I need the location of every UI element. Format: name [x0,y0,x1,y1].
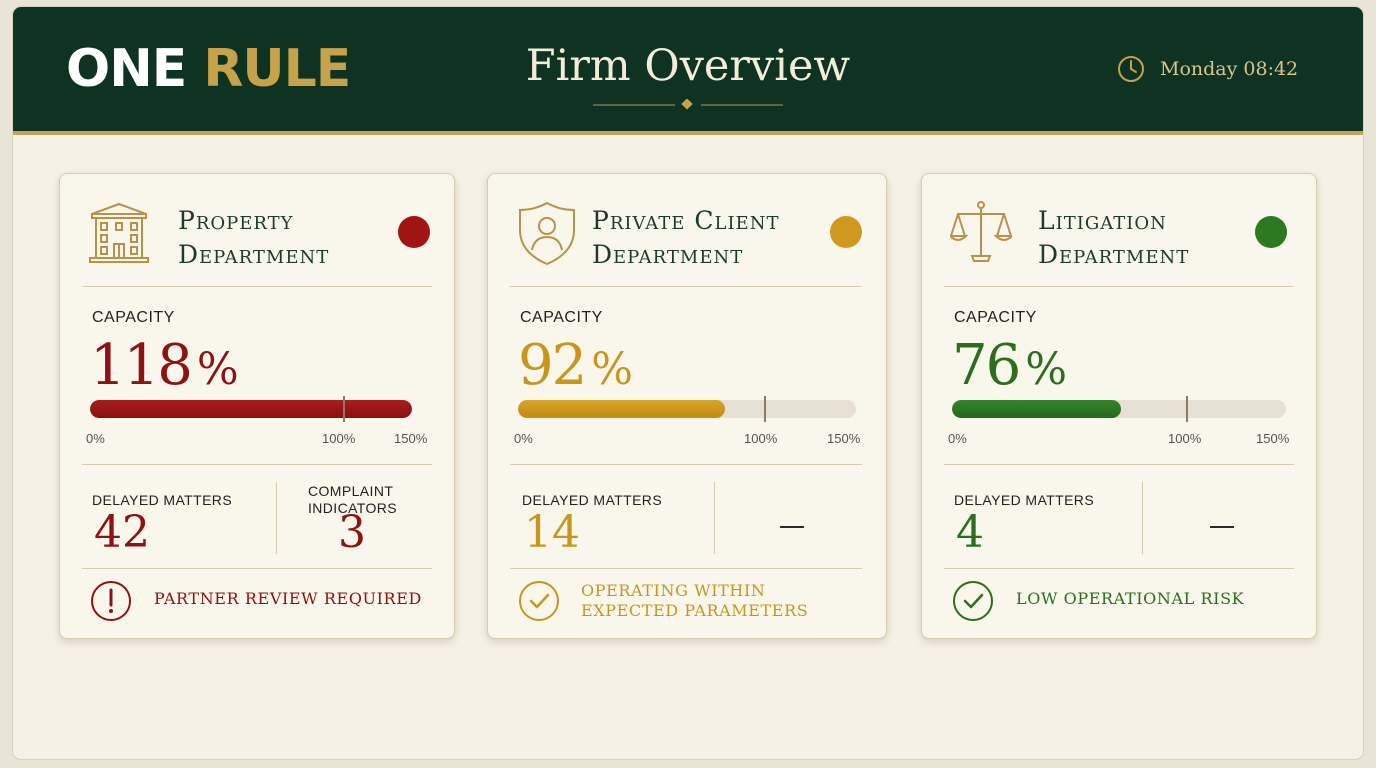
empty-stat-dash [780,526,804,528]
complaint-label-line1: COMPLAINT [308,483,394,499]
capacity-percent-sign: % [591,344,634,395]
capacity-bar [952,400,1286,418]
status-line1: PARTNER REVIEW REQUIRED [154,589,422,608]
status-line1: LOW OPERATIONAL RISK [1016,589,1245,608]
delayed-matters-label: DELAYED MATTERS [522,492,663,508]
logo-word-one: ONE [66,39,187,99]
capacity-label: CAPACITY [954,309,1037,326]
divider [510,286,862,287]
delayed-matters-label: DELAYED MATTERS [954,492,1095,508]
stat-separator [1142,482,1143,554]
capacity-number: 92 [518,333,587,398]
status-dot [1255,216,1287,248]
capacity-100-marker [343,396,345,422]
clock-icon [1118,56,1144,82]
capacity-bar-fill [518,400,725,418]
status-line1: OPERATING WITHIN [581,581,766,600]
empty-stat-dash [1210,526,1234,528]
department-card-property[interactable]: Property Department CAPACITY 118% 0% 100… [59,173,455,639]
delayed-matters-label: DELAYED MATTERS [92,492,233,508]
capacity-bar-fill [952,400,1121,418]
shield-person-icon [519,201,575,266]
scale-label-max: 150% [827,431,861,446]
capacity-label: CAPACITY [520,309,603,326]
department-name-line2: Department [178,240,330,269]
scale-label-max: 150% [394,431,428,446]
datetime-text: Monday 08:42 [1160,58,1299,80]
scale-label-min: 0% [948,431,967,446]
page-title: Firm Overview [525,41,851,91]
department-name-line2: Department [1038,240,1190,269]
capacity-percent-sign: % [1025,344,1068,395]
complaint-label-line2: INDICATORS [308,500,398,516]
capacity-number: 76 [952,333,1021,398]
capacity-bar [90,400,412,418]
status-dot [830,216,862,248]
building-icon [89,202,149,263]
header-bar: ONE RULE Firm Overview Monday 08:42 [13,7,1363,135]
divider [944,286,1294,287]
check-circle-icon [519,581,559,621]
capacity-100-marker [764,396,766,422]
status-message: LOW OPERATIONAL RISK [1016,589,1244,609]
capacity-value: 92% [518,334,633,402]
department-name: Property Department [178,204,329,272]
scale-label-100: 100% [744,431,778,446]
capacity-bar-fill [90,400,412,418]
check-circle-icon [953,581,993,621]
department-name: Litigation Department [1038,204,1189,272]
complaint-indicators-label: COMPLAINT INDICATORS [308,483,397,517]
status-message: OPERATING WITHIN EXPECTED PARAMETERS [581,581,808,621]
stat-separator [714,482,715,554]
logo-word-rule: RULE [203,39,351,99]
divider [944,464,1294,465]
department-name-line2: Department [592,240,744,269]
scale-label-100: 100% [322,431,356,446]
status-line2: EXPECTED PARAMETERS [581,601,809,620]
stat-separator [276,482,277,554]
divider [82,464,432,465]
delayed-matters-value: 42 [94,507,150,558]
scale-label-max: 150% [1256,431,1290,446]
department-name-line1: Litigation [1038,206,1167,235]
dashboard-frame: ONE RULE Firm Overview Monday 08:42 [13,7,1363,759]
divider [82,568,432,569]
divider [510,568,862,569]
divider [82,286,432,287]
department-name-line1: Property [178,206,294,235]
department-card-litigation[interactable]: Litigation Department CAPACITY 76% 0% 10… [921,173,1317,639]
capacity-number: 118 [90,333,193,398]
scales-icon [950,201,1012,262]
capacity-value: 76% [952,334,1067,402]
scale-label-min: 0% [86,431,105,446]
capacity-100-marker [1186,396,1188,422]
capacity-bar [518,400,856,418]
datetime-display: Monday 08:42 [1117,55,1298,83]
delayed-matters-value: 4 [956,507,984,558]
capacity-label: CAPACITY [92,309,175,326]
logo: ONE RULE [66,39,351,99]
complaint-indicators-value: 3 [338,507,366,558]
scale-label-min: 0% [514,431,533,446]
divider [510,464,862,465]
capacity-value: 118% [90,334,239,402]
delayed-matters-value: 14 [524,507,580,558]
department-name: Private Client Department [592,204,779,272]
department-card-private-client[interactable]: Private Client Department CAPACITY 92% 0… [487,173,887,639]
status-dot [398,216,430,248]
department-name-line1: Private Client [592,206,780,235]
scale-label-100: 100% [1168,431,1202,446]
capacity-percent-sign: % [196,344,239,395]
status-message: PARTNER REVIEW REQUIRED [154,589,422,609]
divider [944,568,1294,569]
exclamation-icon [91,581,131,621]
title-ornament [593,99,783,110]
